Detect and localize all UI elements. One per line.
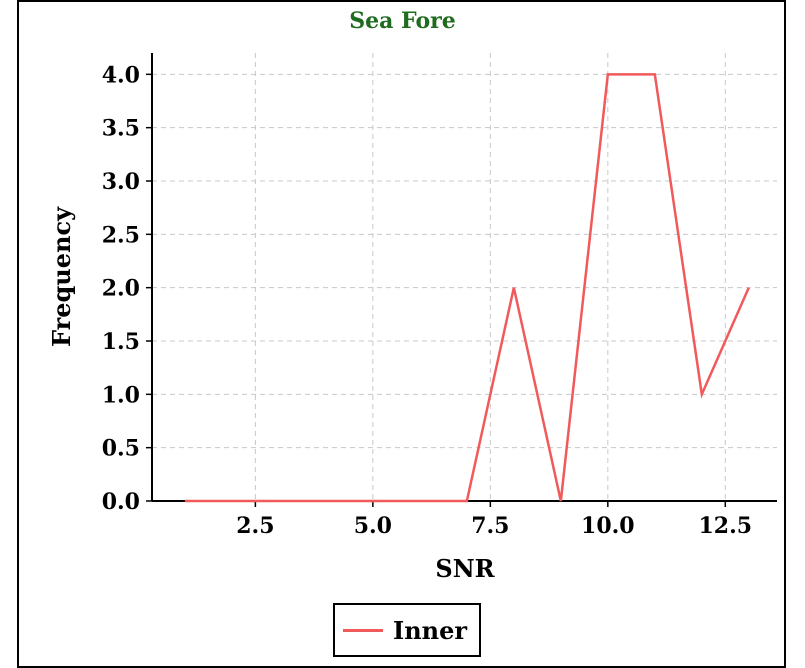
chart-frame: [17, 0, 786, 668]
x-tick-label: 12.5: [699, 513, 753, 539]
series-layer: [184, 73, 750, 503]
x-tick-label: 5.0: [354, 513, 392, 539]
y-tick-label: 3.5: [102, 116, 140, 142]
legend-label-inner: Inner: [393, 615, 468, 645]
grid-layer: [152, 53, 777, 502]
y-tick-label: 1.5: [102, 329, 140, 355]
chart-title: Sea Fore: [349, 8, 456, 34]
y-tick-label: 2.0: [102, 276, 140, 302]
y-tick-label: 1.0: [102, 382, 140, 408]
x-tick-label: 7.5: [471, 513, 509, 539]
y-tick-label: 4.0: [102, 62, 140, 88]
x-tick-label: 10.0: [581, 513, 635, 539]
x-tick-label: 2.5: [236, 513, 274, 539]
y-tick-label: 0.0: [102, 489, 140, 515]
series-line-inner: [184, 73, 750, 503]
y-tick-label: 3.0: [102, 169, 140, 195]
y-tick-label: 0.5: [102, 436, 140, 462]
axes-layer: 2.5 5.0 7.5 10.0 12.5 0.0 0.5 1.0 1.5 2.0 2.5 3.0 3.…: [102, 53, 777, 539]
legend: Inner: [333, 603, 481, 657]
x-axis-label: SNR: [435, 554, 495, 583]
y-axis-label: Frequency: [47, 206, 76, 347]
y-tick-label: 2.5: [102, 222, 140, 248]
legend-swatch-inner: [343, 628, 383, 632]
